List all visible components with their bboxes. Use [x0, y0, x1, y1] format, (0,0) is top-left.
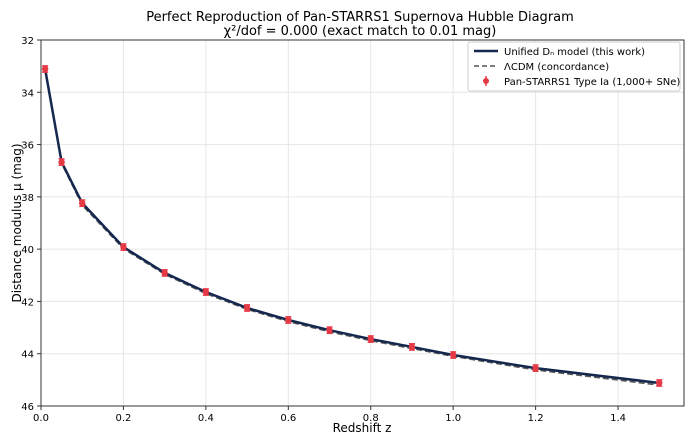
data-point	[79, 199, 86, 207]
data-point	[120, 243, 127, 251]
y-axis-label: Distance modulus μ (mag)	[10, 143, 24, 302]
y-tick-label: 38	[21, 193, 34, 204]
x-tick-label: 1.0	[445, 413, 461, 424]
x-tick-label: 0.0	[33, 413, 49, 424]
y-tick-label: 46	[21, 402, 34, 413]
legend-label-lcdm: ΛCDM (concordance)	[504, 62, 609, 73]
y-tick-label: 32	[21, 36, 34, 47]
legend-label-unified: Unified Dₙ model (this work)	[504, 47, 645, 58]
y-tick-label: 44	[21, 350, 34, 361]
data-point	[656, 379, 663, 387]
y-tick-label: 34	[21, 88, 34, 99]
data-point	[408, 343, 416, 351]
x-tick-label: 0.2	[115, 413, 131, 424]
chart-title: Perfect Reproduction of Pan-STARRS1 Supe…	[146, 10, 574, 25]
y-tick-label: 42	[21, 297, 34, 308]
chart-subtitle: χ²/dof = 0.000 (exact match to 0.01 mag)	[224, 24, 497, 39]
data-point	[161, 269, 168, 277]
data-point	[449, 351, 457, 359]
data-point	[532, 364, 539, 372]
legend: Unified Dₙ model (this work) ΛCDM (conco…	[467, 41, 681, 92]
data-point	[41, 65, 49, 73]
unified-model-line	[43, 68, 660, 385]
y-tick-label: 40	[21, 245, 34, 256]
x-tick-label: 0.6	[280, 413, 296, 424]
legend-swatch-data	[483, 78, 489, 84]
lcdm-line	[44, 70, 660, 386]
x-tick-label: 0.4	[198, 413, 214, 424]
x-tick-label: 0.8	[363, 413, 379, 424]
data-point	[58, 158, 65, 166]
x-axis-label: Redshift z	[333, 421, 392, 435]
legend-label-data: Pan-STARRS1 Type Ia (1,000+ SNe)	[504, 77, 680, 88]
plot-frame	[40, 39, 685, 407]
data-point	[326, 326, 333, 334]
x-tick-label: 1.4	[610, 413, 626, 424]
data-point	[243, 304, 251, 312]
y-tick-label: 36	[21, 141, 34, 152]
data-point	[285, 316, 292, 324]
x-tick-label: 1.2	[528, 413, 544, 424]
data-point	[367, 335, 374, 343]
data-point	[202, 288, 210, 296]
